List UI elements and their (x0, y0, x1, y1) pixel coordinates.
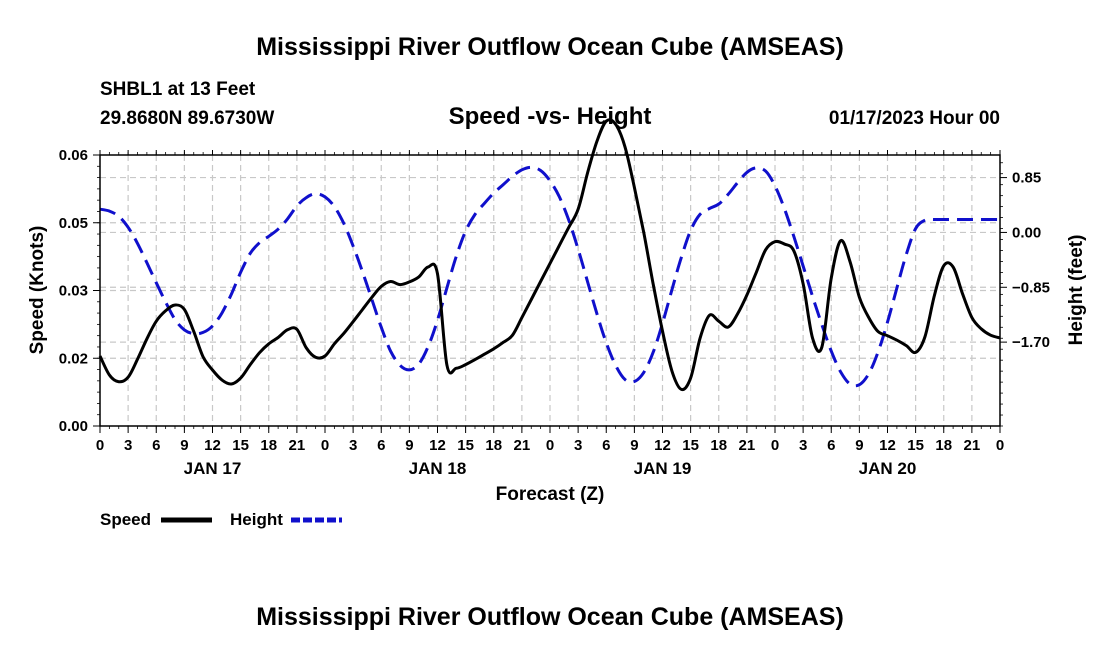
page-title: Mississippi River Outflow Ocean Cube (AM… (256, 33, 844, 61)
x-tick-label: 21 (739, 437, 756, 454)
x-tick-label: 15 (907, 437, 924, 454)
chart-title: Speed -vs- Height (449, 103, 652, 130)
chart-series (98, 118, 1001, 392)
x-tick-label: 21 (964, 437, 981, 454)
y-axis-label: Speed (Knots) (27, 226, 48, 355)
chart-axes: 0 3 6 9 12 15 18 21 0 3 6 9 12 15 18 21 0 3 6 9 12 15 18 21 0 3 6 9… (59, 147, 1050, 478)
x-tick-label: 3 (124, 437, 132, 454)
x-tick-label: 0 (771, 437, 779, 454)
x-tick-label: 18 (935, 437, 952, 454)
plot-frame (99, 154, 1001, 427)
day-label: JAN 18 (409, 459, 467, 478)
x-tick-label: 0 (96, 437, 104, 454)
x-tick-label: 0 (321, 437, 329, 454)
footer-title: Mississippi River Outflow Ocean Cube (AM… (256, 603, 844, 631)
chart-grid (100, 155, 1000, 426)
y-tick-label: 0.06 (59, 147, 88, 164)
x-tick-label: 18 (485, 437, 502, 454)
speed-series-line (98, 118, 1001, 392)
x-tick-label: 12 (879, 437, 896, 454)
y-tick-label: 0.03 (59, 283, 88, 300)
legend-height-label: Height (230, 510, 283, 529)
x-tick-label: 12 (204, 437, 221, 454)
x-tick-label: 15 (682, 437, 699, 454)
x-tick-label: 3 (349, 437, 357, 454)
day-label: JAN 20 (859, 459, 917, 478)
y-tick-label: 0.02 (59, 350, 88, 367)
legend-speed-label: Speed (100, 510, 151, 529)
station-label: SHBL1 at 13 Feet (100, 79, 256, 100)
x-tick-label: 9 (180, 437, 188, 454)
x-tick-label: 12 (429, 437, 446, 454)
x-tick-label: 0 (546, 437, 554, 454)
x-tick-label: 6 (827, 437, 835, 454)
x-tick-label: 12 (654, 437, 671, 454)
y-tick-label: 0.05 (59, 215, 88, 232)
x-tick-label: 18 (710, 437, 727, 454)
x-tick-label: 21 (289, 437, 306, 454)
position-label: 29.8680N 89.6730W (100, 108, 274, 129)
y2-tick-label: −0.85 (1012, 279, 1050, 296)
x-axis-label: Forecast (Z) (496, 484, 605, 505)
y2-tick-label: 0.85 (1012, 170, 1041, 187)
x-tick-label: 6 (377, 437, 385, 454)
x-tick-label: 6 (602, 437, 610, 454)
day-label: JAN 17 (184, 459, 242, 478)
y2-tick-label: 0.00 (1012, 224, 1041, 241)
y-tick-label: 0.00 (59, 418, 88, 435)
x-tick-label: 0 (996, 437, 1004, 454)
x-tick-label: 9 (405, 437, 413, 454)
legend: Speed Height (100, 510, 342, 529)
x-tick-label: 3 (574, 437, 582, 454)
x-tick-label: 6 (152, 437, 160, 454)
day-label: JAN 19 (634, 459, 692, 478)
y2-axis-label: Height (feet) (1066, 235, 1087, 346)
x-tick-label: 15 (232, 437, 249, 454)
y2-tick-label: −1.70 (1012, 334, 1050, 351)
x-tick-label: 18 (260, 437, 277, 454)
x-tick-label: 15 (457, 437, 474, 454)
x-tick-label: 9 (855, 437, 863, 454)
x-tick-label: 21 (514, 437, 531, 454)
x-tick-label: 3 (799, 437, 807, 454)
forecast-date: 01/17/2023 Hour 00 (829, 108, 1000, 129)
x-tick-label: 9 (630, 437, 638, 454)
height-series-line (99, 165, 1000, 388)
